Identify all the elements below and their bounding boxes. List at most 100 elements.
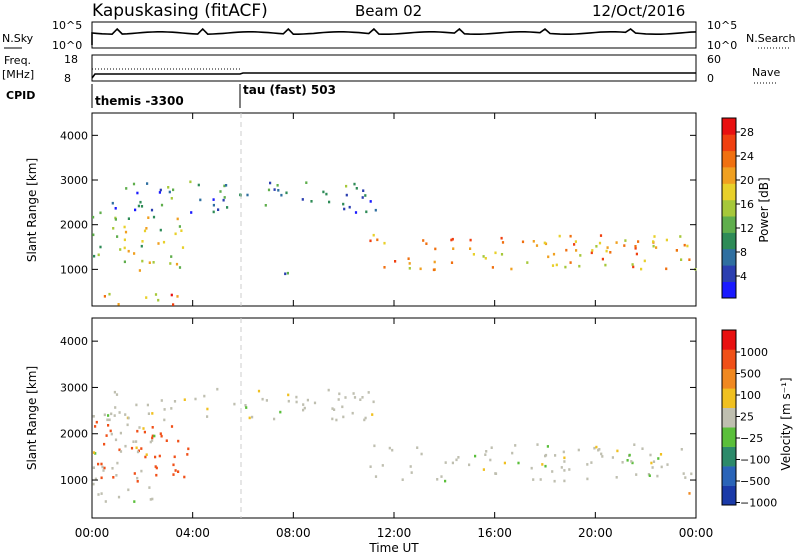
heatmap-cell — [381, 464, 384, 467]
heatmap-cell — [97, 462, 100, 466]
y-tick-label: 1000 — [60, 263, 88, 276]
heatmap-cell — [630, 460, 633, 463]
heatmap-cell — [457, 456, 460, 459]
heatmap-cell — [352, 392, 355, 395]
heatmap-cell — [444, 461, 447, 464]
heatmap-cell — [637, 240, 640, 243]
heatmap-cell — [114, 438, 118, 442]
heatmap-cell — [536, 443, 539, 446]
heatmap-cell — [601, 257, 604, 261]
cpid-label: CPID — [6, 89, 35, 102]
heatmap-cell — [133, 252, 136, 255]
heatmap-cell — [342, 202, 345, 206]
heatmap-cell — [114, 218, 117, 221]
heatmap-cell — [176, 217, 179, 221]
heatmap-cell — [563, 456, 566, 460]
heatmap-cell — [328, 200, 331, 204]
heatmap-cell — [660, 465, 663, 469]
heatmap-cell — [172, 303, 175, 306]
heatmap-cell — [652, 240, 655, 243]
heatmap-cell — [652, 460, 656, 463]
heatmap-cell — [124, 444, 127, 448]
heatmap-cell — [655, 246, 658, 249]
heatmap-cell — [107, 424, 110, 427]
heatmap-cell — [135, 403, 138, 407]
heatmap-cell — [306, 398, 309, 402]
heatmap-cell — [665, 267, 668, 271]
heatmap-cell — [419, 267, 422, 271]
heatmap-cell — [361, 196, 364, 199]
heatmap-cell — [401, 478, 404, 481]
colorbar-tick-label: 100 — [740, 389, 761, 402]
heatmap-cell — [163, 418, 166, 422]
heatmap-cell — [344, 396, 347, 399]
heatmap-cell — [604, 263, 607, 267]
heatmap-cell — [111, 467, 114, 470]
colorbar-swatch — [722, 466, 736, 486]
heatmap-cell — [361, 396, 364, 399]
heatmap-cell — [575, 249, 578, 252]
heatmap-cell — [408, 262, 411, 265]
heatmap-cell — [139, 200, 142, 204]
heatmap-cell — [146, 403, 149, 407]
velocity-colorbar: 1000 500 100 25 −25 −100 −500 −1000 Velocity [m… — [721, 329, 793, 510]
x-tick-label: 00:00 — [75, 526, 110, 540]
y-tick-label: 1000 — [60, 474, 88, 487]
heatmap-cell — [160, 434, 163, 438]
heatmap-cell — [225, 184, 228, 187]
heatmap-cell — [682, 472, 685, 475]
heatmap-cell — [194, 397, 197, 401]
heatmap-cell — [173, 400, 177, 403]
heatmap-cell — [152, 261, 155, 264]
heatmap-cell — [611, 456, 614, 459]
x-ticks: 00:00 04:00 08:00 12:00 16:00 20:00 00:00 — [75, 113, 713, 540]
heatmap-cell — [683, 243, 686, 247]
heatmap-cell — [97, 253, 100, 257]
colorbar-tick-label: 4 — [740, 270, 747, 283]
colorbar-tick-label: 8 — [740, 246, 747, 259]
heatmap-cell — [490, 446, 493, 449]
heatmap-cell — [187, 447, 190, 451]
heatmap-cell — [688, 492, 691, 495]
velocity-cells — [92, 387, 693, 503]
heatmap-cell — [595, 245, 598, 248]
heatmap-cell — [503, 461, 506, 465]
colorbar-tick-label: −100 — [740, 454, 770, 467]
heatmap-cell — [277, 189, 280, 192]
heatmap-cell — [152, 215, 156, 219]
y-tick-label: 3000 — [60, 174, 88, 187]
heatmap-cell — [313, 401, 317, 405]
heatmap-cell — [190, 211, 193, 214]
heatmap-cell — [132, 182, 136, 186]
heatmap-cell — [555, 263, 558, 267]
colorbar-swatch — [722, 446, 736, 467]
heatmap-cell — [115, 393, 119, 396]
heatmap-cell — [656, 474, 659, 478]
heatmap-cell — [125, 187, 128, 190]
colorbar-swatch — [722, 118, 736, 135]
heatmap-cell — [239, 193, 242, 197]
heatmap-cell — [295, 395, 298, 399]
heatmap-cell — [521, 240, 525, 244]
heatmap-cell — [246, 193, 249, 197]
heatmap-cell — [153, 434, 156, 438]
heatmap-cell — [183, 398, 186, 401]
heatmap-cell — [107, 414, 110, 417]
heatmap-cell — [598, 448, 601, 451]
heatmap-cell — [631, 461, 634, 465]
y-tick-label: 3000 — [60, 381, 88, 394]
heatmap-cell — [547, 255, 550, 259]
heatmap-cell — [143, 430, 146, 434]
heatmap-cell — [348, 205, 351, 209]
heatmap-cell — [114, 406, 117, 409]
heatmap-cell — [223, 184, 226, 188]
heatmap-cell — [100, 476, 103, 480]
heatmap-cell — [285, 191, 288, 195]
heatmap-cell — [100, 492, 103, 495]
heatmap-cell — [206, 407, 209, 411]
heatmap-cell — [189, 180, 192, 184]
heatmap-cell — [145, 453, 148, 456]
heatmap-cell — [170, 407, 173, 410]
heatmap-cell — [322, 190, 325, 194]
heatmap-cell — [578, 264, 581, 268]
